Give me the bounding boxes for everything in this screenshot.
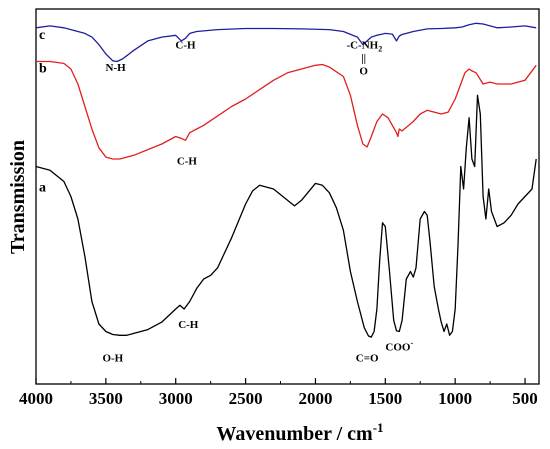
x-axis: 4000 3500 3000 2500 2000 1500 1000 500 — [19, 378, 538, 408]
series-layer: c b a — [35, 22, 537, 338]
annotation-1: C-H — [175, 39, 196, 51]
annotation-7: O-H — [102, 353, 123, 365]
annotation-9: COO- — [385, 338, 413, 353]
annotation-0: N-H — [106, 62, 127, 74]
series-line-a — [35, 94, 537, 338]
x-tick-label: 1000 — [438, 389, 472, 408]
annotation-2: -C-NH2 — [346, 39, 382, 53]
x-tick-label: 3000 — [159, 389, 193, 408]
x-tick-label: 1500 — [368, 389, 402, 408]
plot-frame — [35, 8, 540, 385]
series-label-b: b — [39, 62, 47, 77]
x-tick-label: 4000 — [19, 389, 53, 408]
annotation-6: C-H — [178, 319, 199, 331]
x-tick-label: 500 — [512, 389, 538, 408]
series-line-c — [35, 22, 537, 63]
x-tick-label: 2500 — [229, 389, 263, 408]
x-axis-title-text: Wavenumber / cm — [216, 423, 373, 445]
series-line-b — [36, 60, 537, 160]
annotation-5: C-H — [177, 156, 198, 168]
series-label-a: a — [39, 181, 46, 196]
x-axis-title-superscript: -1 — [373, 420, 384, 435]
x-axis-title: Wavenumber / cm-1 — [216, 420, 383, 445]
annotation-8: C=O — [356, 353, 379, 365]
annotation-4: O — [359, 66, 368, 78]
series-label-c: c — [39, 28, 45, 43]
annotation-layer: N-H C-H -C-NH2||O C-H C-H O-H C=O COO- — [102, 39, 413, 364]
annotation-3: || — [361, 53, 366, 65]
x-tick-label: 2000 — [298, 389, 332, 408]
x-tick-label: 3500 — [89, 389, 123, 408]
y-axis-title: Transmission — [7, 140, 29, 254]
